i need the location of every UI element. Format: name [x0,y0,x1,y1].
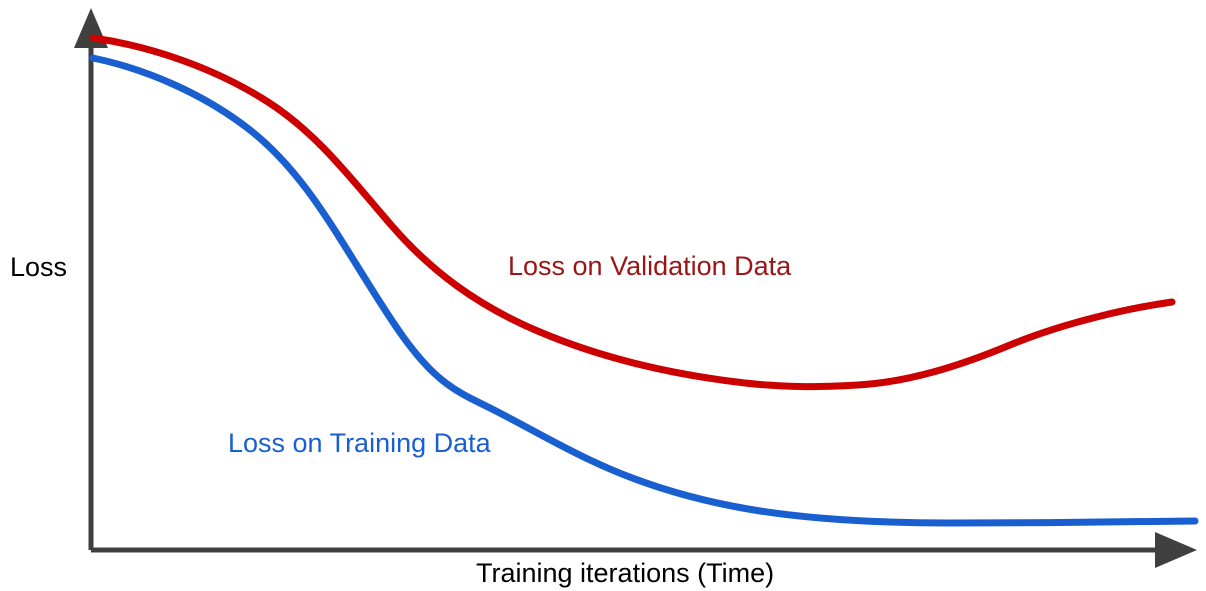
validation-series-label: Loss on Validation Data [508,251,792,281]
x-axis-label: Training iterations (Time) [476,558,774,588]
arrow-right-icon [1155,532,1197,568]
training-series-label: Loss on Training Data [228,428,492,458]
y-axis-label: Loss [10,252,67,282]
validation-loss-curve [89,34,1176,391]
training-loss-curve [89,54,1199,527]
